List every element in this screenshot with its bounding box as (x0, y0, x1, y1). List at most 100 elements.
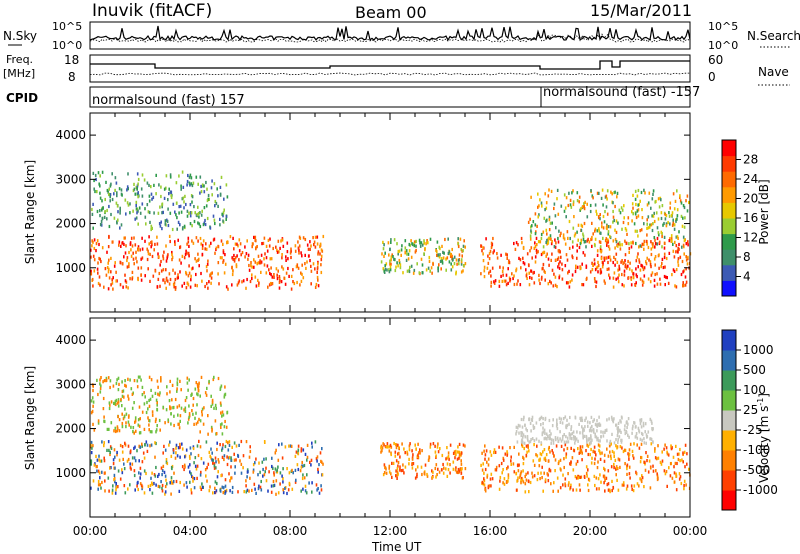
echo-cell (639, 422, 642, 426)
echo-cell (141, 173, 144, 177)
echo-cell (132, 188, 135, 193)
echo-cell (682, 281, 684, 285)
echo-cell (97, 421, 100, 425)
echo-cell (604, 281, 606, 285)
echo-cell (672, 242, 674, 246)
echo-cell (537, 471, 539, 475)
echo-cell (254, 487, 256, 491)
echo-cell (221, 446, 224, 450)
echo-cell (259, 470, 261, 474)
echo-cell (212, 491, 214, 495)
echo-cell (488, 252, 491, 256)
echo-cell (639, 244, 642, 248)
echo-cell (383, 254, 385, 258)
echo-cell (602, 214, 605, 219)
echo-cell (187, 417, 190, 421)
echo-cell (652, 469, 655, 473)
echo-cell (127, 397, 130, 401)
echo-cell (395, 474, 397, 478)
freq-panel-frame (89, 54, 691, 83)
echo-cell (204, 391, 207, 395)
echo-cell (609, 258, 612, 262)
echo-cell (111, 491, 114, 495)
echo-cell (106, 208, 108, 213)
echo-cell (591, 235, 593, 240)
echo-cell (530, 269, 533, 273)
echo-cell (170, 412, 172, 416)
echo-cell (163, 196, 166, 200)
echo-cell (310, 244, 312, 248)
echo-cell (115, 482, 117, 486)
echo-cell (654, 255, 657, 259)
echo-cell (610, 465, 613, 469)
echo-cell (92, 254, 95, 258)
echo-cell (156, 235, 158, 239)
echo-cell (568, 481, 570, 485)
echo-cell (643, 441, 646, 445)
echo-cell (594, 268, 597, 272)
echo-cell (146, 257, 149, 262)
echo-cell (637, 214, 640, 218)
colorbar-swatch (722, 370, 736, 391)
echo-cell (566, 423, 569, 427)
echo-cell (539, 240, 542, 244)
echo-cell (607, 255, 610, 259)
echo-cell (627, 259, 629, 264)
echo-cell (223, 208, 225, 212)
echo-cell (540, 236, 543, 241)
echo-cell (630, 245, 633, 249)
echo-cell (578, 200, 580, 204)
echo-cell (685, 255, 687, 259)
echo-cell (583, 434, 586, 438)
echo-cell (604, 429, 607, 433)
echo-cell (661, 261, 663, 265)
echo-cell (542, 422, 544, 426)
echo-cell (515, 241, 518, 245)
echo-cell (248, 489, 250, 493)
echo-cell (596, 253, 599, 257)
echo-cell (113, 192, 115, 196)
echo-cell (566, 230, 569, 234)
echo-cell (201, 413, 203, 417)
echo-cell (562, 434, 564, 439)
echo-cell (290, 247, 292, 251)
colorbar-tick-label: 12 (743, 231, 758, 245)
echo-cell (192, 446, 195, 451)
echo-cell (306, 243, 309, 247)
echo-cell (636, 209, 639, 213)
echo-cell (579, 267, 582, 271)
echo-cell (166, 219, 169, 223)
echo-cell (129, 378, 131, 382)
echo-cell (607, 469, 610, 473)
echo-cell (644, 422, 647, 426)
echo-cell (238, 249, 241, 253)
echo-cell (193, 422, 195, 426)
nsky-tick-bottom: 10^0 (52, 39, 82, 52)
echo-cell (318, 463, 320, 467)
echo-cell (660, 216, 663, 221)
echo-cell (164, 281, 166, 285)
echo-cell (156, 424, 158, 428)
echo-cell (310, 458, 313, 462)
echo-cell (222, 260, 224, 264)
echo-cell (222, 413, 225, 417)
echo-cell (297, 448, 300, 452)
echo-cell (266, 249, 269, 253)
echo-cell (265, 244, 268, 248)
echo-cell (141, 256, 144, 260)
echo-cell (125, 244, 127, 248)
echo-cell (615, 277, 617, 281)
echo-cell (563, 237, 566, 241)
nsearch-tick-bottom: 10^0 (708, 39, 738, 52)
echo-cell (114, 188, 116, 192)
echo-cell (540, 201, 543, 205)
echo-cell (540, 453, 543, 457)
echo-cell (634, 283, 637, 287)
echo-cell (233, 452, 235, 456)
ytick-label: 3000 (55, 377, 86, 391)
echo-cell (574, 435, 576, 439)
echo-cell (596, 212, 598, 216)
echo-cell (519, 475, 521, 479)
echo-cell (654, 449, 656, 453)
